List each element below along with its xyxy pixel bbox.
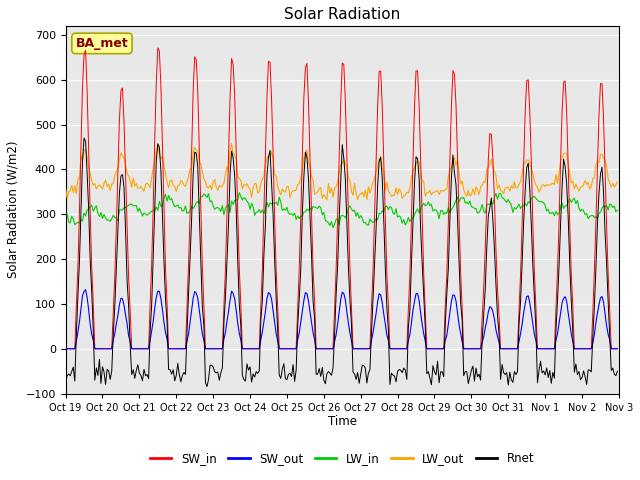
Text: BA_met: BA_met <box>76 37 128 50</box>
Title: Solar Radiation: Solar Radiation <box>284 7 401 22</box>
Legend: SW_in, SW_out, LW_in, LW_out, Rnet: SW_in, SW_out, LW_in, LW_out, Rnet <box>145 447 539 470</box>
X-axis label: Time: Time <box>328 415 356 429</box>
Y-axis label: Solar Radiation (W/m2): Solar Radiation (W/m2) <box>7 141 20 278</box>
